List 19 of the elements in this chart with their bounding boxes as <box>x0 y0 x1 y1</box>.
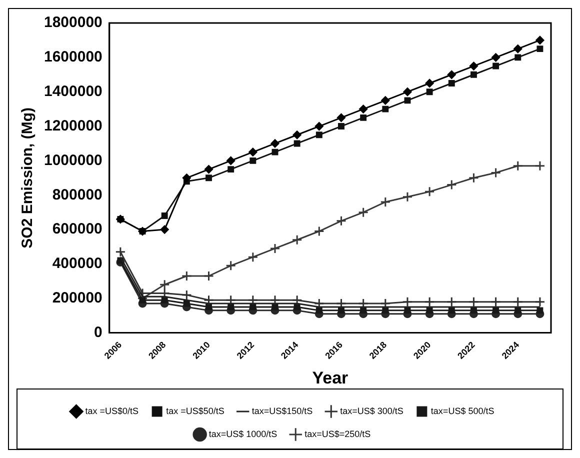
y-tick-label: 600000 <box>52 220 102 238</box>
legend-label: tax =US$0/tS <box>85 406 139 416</box>
y-tick-label: 800000 <box>52 186 102 204</box>
y-tick-label: 1600000 <box>44 48 102 66</box>
y-tick-label: 0 <box>94 324 102 341</box>
legend-label: tax=US$150/tS <box>252 406 313 416</box>
legend-label: tax =US$50/tS <box>166 406 224 416</box>
y-axis-title: SO2 Emission, (Mg) <box>19 107 36 248</box>
legend-label: tax=US$ 500/tS <box>430 406 494 416</box>
y-tick-label: 400000 <box>52 255 102 272</box>
legend-label: tax=US$=250/tS <box>304 428 371 439</box>
y-tick-label: 1000000 <box>44 152 102 169</box>
y-tick-label: 1400000 <box>44 82 102 100</box>
legend-label: tax=US$ 1000/tS <box>208 428 278 439</box>
y-tick-label: 1200000 <box>44 117 102 134</box>
y-tick-label: 200000 <box>52 290 102 307</box>
y-tick-label: 1800000 <box>44 14 102 32</box>
x-axis-title: Year <box>312 368 349 388</box>
legend-label: tax=US$ 300/tS <box>340 406 404 416</box>
